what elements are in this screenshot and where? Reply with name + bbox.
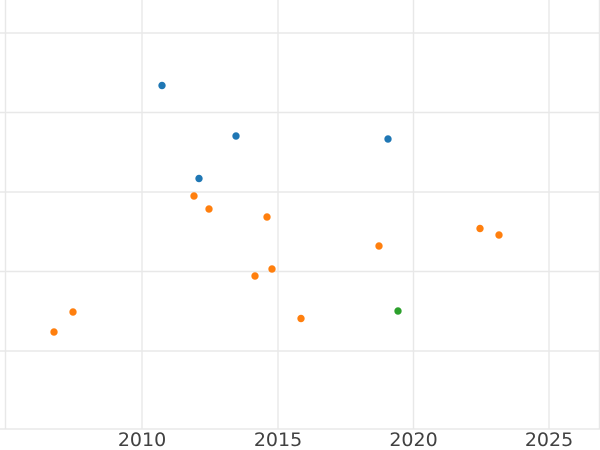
data-point-green bbox=[394, 307, 402, 315]
data-point-orange bbox=[297, 314, 305, 323]
data-point-orange bbox=[190, 192, 198, 200]
data-point-orange bbox=[69, 308, 77, 316]
data-point-blue bbox=[158, 81, 166, 90]
data-point-orange bbox=[268, 265, 276, 273]
data-point-orange bbox=[476, 224, 484, 233]
data-point-orange bbox=[50, 328, 58, 336]
x-tick-label: 2015 bbox=[253, 429, 303, 450]
data-point-orange bbox=[263, 213, 271, 221]
x-tick-label: 2010 bbox=[117, 429, 167, 450]
data-point-blue bbox=[384, 135, 392, 143]
data-point-orange bbox=[375, 242, 383, 250]
data-point-blue bbox=[195, 174, 203, 183]
data-point-orange bbox=[495, 231, 503, 239]
data-point-orange bbox=[251, 272, 259, 280]
x-tick-label: 2025 bbox=[524, 429, 574, 450]
data-point-blue bbox=[232, 132, 240, 140]
data-point-orange bbox=[205, 205, 213, 213]
x-tick-label: 2020 bbox=[389, 429, 438, 450]
